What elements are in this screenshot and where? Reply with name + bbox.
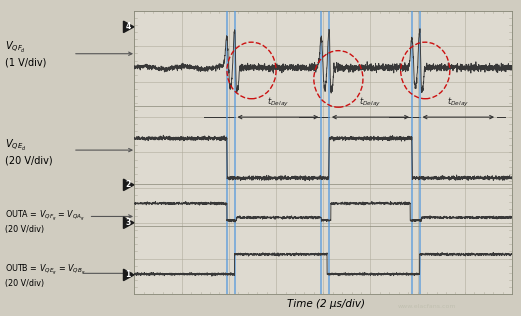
Text: 2: 2 [126,180,131,189]
Text: $t_{Delay}$: $t_{Delay}$ [267,95,289,109]
Text: $t_{Delay}$: $t_{Delay}$ [447,95,469,109]
Text: $t_{Delay}$: $t_{Delay}$ [359,95,381,109]
Text: 4: 4 [126,22,131,31]
Text: OUTB = $V_{QE_g}$ = $V_{QB_g}$
(20 V/div): OUTB = $V_{QE_g}$ = $V_{QB_g}$ (20 V/div… [5,262,85,288]
Polygon shape [123,269,134,281]
Polygon shape [123,217,134,228]
Text: OUTA = $V_{QF_g}$ = $V_{QA_g}$
(20 V/div): OUTA = $V_{QF_g}$ = $V_{QA_g}$ (20 V/div… [5,208,85,234]
Text: $V_{QE_d}$
(20 V/div): $V_{QE_d}$ (20 V/div) [5,138,53,165]
Polygon shape [123,179,134,191]
Text: 1: 1 [126,270,131,279]
Polygon shape [123,21,134,33]
Text: 3: 3 [126,218,131,227]
Text: www.elacfans.com: www.elacfans.com [398,304,456,309]
Text: Time (2 μs/div): Time (2 μs/div) [287,299,365,309]
Text: $V_{QF_d}$
(1 V/div): $V_{QF_d}$ (1 V/div) [5,40,46,67]
